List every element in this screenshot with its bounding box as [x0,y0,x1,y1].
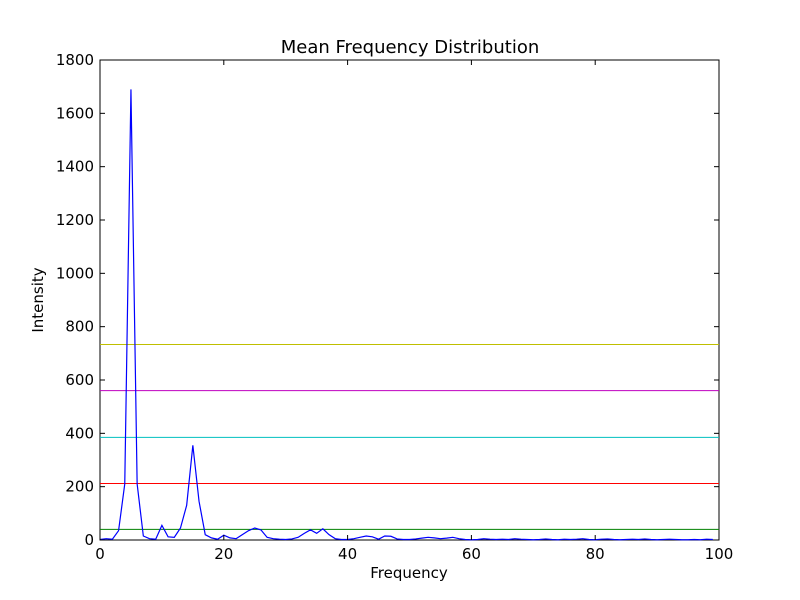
x-tick-label: 20 [214,545,233,563]
chart-title: Mean Frequency Distribution [281,37,540,58]
y-tick-label: 600 [65,371,94,389]
y-tick-label: 1200 [56,211,94,229]
x-tick-label: 100 [705,545,734,563]
y-tick-label: 800 [65,318,94,336]
y-tick-label: 1400 [56,158,94,176]
y-tick-label: 1600 [56,104,94,122]
x-tick-label: 40 [338,545,357,563]
plot-frame [99,59,720,541]
x-axis-label: Frequency [370,564,448,582]
y-tick-label: 200 [65,478,94,496]
y-tick-label: 1800 [56,51,94,69]
x-tick-label: 0 [95,545,105,563]
y-tick-label: 0 [84,531,94,549]
series-line-1 [99,89,713,541]
x-tick-label: 80 [586,545,605,563]
plot-area: 0 20 40 60 80 1000200400600800100012001400160… [56,51,734,563]
x-tick-label: 60 [462,545,481,563]
y-tick-label: 400 [65,424,94,442]
y-axis-label: Intensity [29,267,47,332]
y-tick-label: 1000 [56,264,94,282]
